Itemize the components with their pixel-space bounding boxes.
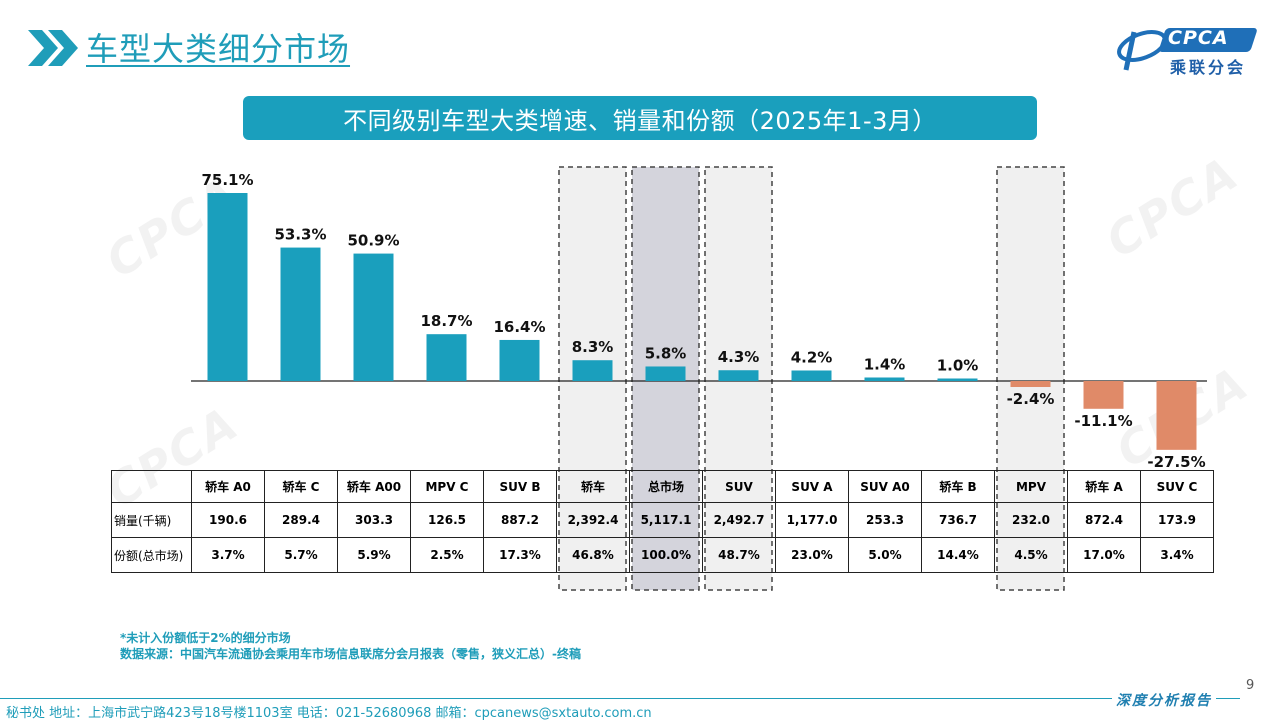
watermark: CPCA (556, 165, 709, 289)
bar (426, 334, 467, 381)
data-table: 轿车 A0 轿车 C 轿车 A00 MPV C SUV B 轿车 总市场 SUV SUV A SU… (111, 470, 1214, 573)
data-label: 50.9% (347, 232, 399, 250)
watermark: CPCA (96, 165, 249, 289)
table-share-cell: 2.5% (410, 537, 484, 573)
table-share-cell: 5.0% (848, 537, 922, 573)
logo-brand-cn: 乘联分会 (1170, 58, 1247, 77)
table-category-cell: SUV A0 (848, 470, 922, 503)
data-label: 1.0% (937, 356, 979, 374)
bar (207, 193, 248, 381)
bar (353, 253, 394, 381)
table-category-cell: 轿车 B (921, 470, 995, 503)
data-label: 1.4% (864, 355, 906, 373)
logo-brand: CPCA (1168, 27, 1229, 49)
watermark: CPCA (1106, 355, 1259, 479)
chevron-right-icon (28, 30, 78, 66)
table-row-header: 份额(总市场) (111, 537, 192, 573)
table-header-row: 轿车 A0 轿车 C 轿车 A00 MPV C SUV B 轿车 总市场 SUV SUV A SU… (111, 470, 1214, 503)
table-sales-cell: 736.7 (921, 502, 995, 538)
table-row-sales: 销量(千辆) 190.6 289.4 303.3 126.5 887.2 2,392.4 5… (111, 502, 1214, 538)
data-label: -27.5% (1147, 453, 1205, 471)
table-category-cell: 总市场 (629, 470, 703, 503)
table-sales-cell: 126.5 (410, 502, 484, 538)
table-share-cell: 100.0% (629, 537, 703, 573)
table-sales-cell: 190.6 (191, 502, 265, 538)
table-category-cell: 轿车 A0 (191, 470, 265, 503)
footer-address: 秘书处 地址：上海市武宁路423号18号楼1103室 电话：021-526809… (6, 706, 652, 720)
table-share-cell: 4.5% (994, 537, 1068, 573)
table-row-share: 份额(总市场) 3.7% 5.7% 5.9% 2.5% 17.3% 46.8% 100.0%… (111, 537, 1214, 573)
table-category-cell: MPV C (410, 470, 484, 503)
bar (791, 370, 832, 381)
data-label: 8.3% (572, 338, 614, 356)
page-title: 车型大类细分市场 (86, 30, 351, 68)
page-number: 9 (1246, 678, 1255, 693)
bar (718, 370, 759, 381)
table-share-cell: 17.3% (483, 537, 557, 573)
bar (937, 378, 978, 381)
table-category-cell: SUV (702, 470, 776, 503)
data-label: 4.3% (718, 348, 760, 366)
data-label: 16.4% (493, 318, 545, 336)
table-share-cell: 46.8% (556, 537, 630, 573)
table-sales-cell: 232.0 (994, 502, 1068, 538)
bar (1083, 381, 1124, 409)
data-label: -2.4% (1007, 390, 1055, 408)
bar (572, 360, 613, 381)
table-share-cell: 14.4% (921, 537, 995, 573)
table-sales-cell: 2,392.4 (556, 502, 630, 538)
table-sales-cell: 5,117.1 (629, 502, 703, 538)
table-share-cell: 3.4% (1140, 537, 1214, 573)
data-label: 5.8% (645, 344, 687, 362)
table-sales-cell: 872.4 (1067, 502, 1141, 538)
bar (1156, 381, 1197, 450)
bar (864, 377, 905, 381)
table-corner-cell (111, 470, 192, 503)
table-share-cell: 48.7% (702, 537, 776, 573)
table-category-cell: 轿车 A00 (337, 470, 411, 503)
table-row-header: 销量(千辆) (111, 502, 192, 538)
table-category-cell: MPV (994, 470, 1068, 503)
table-sales-cell: 2,492.7 (702, 502, 776, 538)
footer-divider (0, 698, 1240, 699)
data-label: 4.2% (791, 348, 833, 366)
watermark: CPCA (1096, 145, 1249, 269)
table-sales-cell: 303.3 (337, 502, 411, 538)
footnote-source: 数据来源：中国汽车流通协会乘用车市场信息联席分会月报表（零售，狭义汇总）-终稿 (120, 647, 581, 661)
data-label: -11.1% (1074, 412, 1132, 430)
table-share-cell: 5.9% (337, 537, 411, 573)
table-sales-cell: 1,177.0 (775, 502, 849, 538)
table-category-cell: SUV A (775, 470, 849, 503)
table-sales-cell: 887.2 (483, 502, 557, 538)
footnote-note: *未计入份额低于2%的细分市场 (120, 631, 291, 645)
table-sales-cell: 173.9 (1140, 502, 1214, 538)
table-category-cell: 轿车 C (264, 470, 338, 503)
bar (1010, 381, 1051, 388)
table-share-cell: 3.7% (191, 537, 265, 573)
cpca-logo: CPCA 乘联分会 (1112, 22, 1262, 77)
table-category-cell: 轿车 A (1067, 470, 1141, 503)
footer-report-label: 深度分析报告 (1112, 690, 1216, 710)
bar (280, 247, 321, 381)
table-sales-cell: 289.4 (264, 502, 338, 538)
table-share-cell: 17.0% (1067, 537, 1141, 573)
data-label: 18.7% (420, 312, 472, 330)
chart-title: 不同级别车型大类增速、销量和份额（2025年1-3月） (243, 96, 1037, 140)
table-sales-cell: 253.3 (848, 502, 922, 538)
table-category-cell: SUV C (1140, 470, 1214, 503)
table-category-cell: SUV B (483, 470, 557, 503)
data-label: 75.1% (201, 171, 253, 189)
footnotes: *未计入份额低于2%的细分市场 数据来源：中国汽车流通协会乘用车市场信息联席分会… (120, 630, 581, 662)
table-share-cell: 5.7% (264, 537, 338, 573)
data-label: 53.3% (274, 226, 326, 244)
table-share-cell: 23.0% (775, 537, 849, 573)
table-category-cell: 轿车 (556, 470, 630, 503)
bar (499, 339, 540, 381)
bar (645, 366, 686, 381)
